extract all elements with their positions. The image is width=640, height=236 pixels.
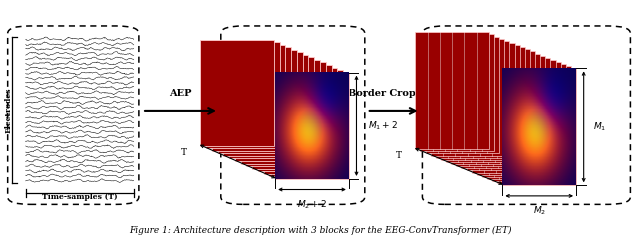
Text: $M_2+2$: $M_2+2$ (297, 198, 327, 211)
Bar (200, 40, 274, 146)
Text: T: T (396, 151, 403, 160)
Text: AEP: AEP (169, 89, 192, 98)
Bar (446, 45, 520, 162)
Bar (502, 68, 576, 185)
Bar (241, 57, 314, 164)
Bar (269, 70, 343, 176)
Bar (218, 47, 291, 153)
Bar (487, 62, 561, 179)
FancyBboxPatch shape (221, 26, 365, 204)
Bar (264, 67, 337, 174)
Bar (456, 49, 530, 166)
Bar (426, 37, 499, 153)
Text: Electrodes: Electrodes (4, 87, 12, 133)
Bar (482, 60, 556, 177)
Bar (252, 63, 326, 169)
Bar (275, 73, 349, 179)
Bar (229, 52, 303, 159)
FancyBboxPatch shape (8, 26, 139, 204)
Bar (461, 51, 535, 168)
Bar (206, 42, 280, 148)
FancyBboxPatch shape (422, 26, 630, 204)
Bar (497, 66, 571, 183)
Text: $M_1$: $M_1$ (593, 121, 607, 133)
Text: Figure 1: Architecture description with 3 blocks for the EEG-ConvTransformer (ET: Figure 1: Architecture description with … (129, 226, 511, 235)
Text: T: T (181, 148, 188, 157)
Bar (492, 64, 566, 181)
Text: $M_1+2$: $M_1+2$ (368, 120, 398, 132)
Text: Border Cropping: Border Cropping (348, 89, 440, 98)
Text: Time-samples (T): Time-samples (T) (42, 193, 118, 201)
Bar (431, 39, 504, 156)
Bar (223, 50, 297, 156)
Bar (467, 54, 540, 170)
Text: $M_2$: $M_2$ (532, 204, 546, 217)
Bar (420, 34, 494, 151)
Bar (415, 32, 489, 149)
Bar (212, 45, 285, 151)
Bar (235, 55, 308, 161)
Bar (436, 41, 509, 158)
Bar (472, 56, 545, 173)
Bar (441, 43, 515, 160)
Bar (451, 47, 525, 164)
Bar (477, 58, 550, 175)
Bar (258, 65, 332, 171)
Bar (246, 60, 320, 166)
